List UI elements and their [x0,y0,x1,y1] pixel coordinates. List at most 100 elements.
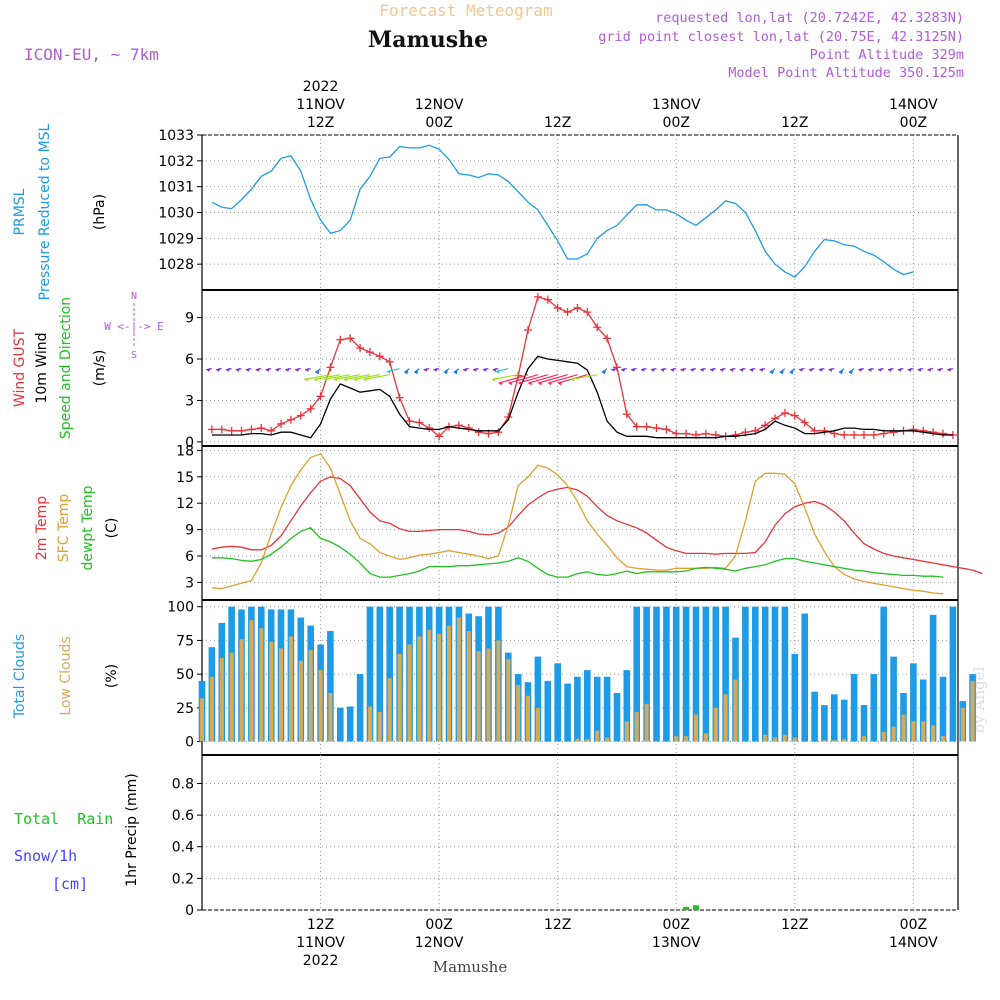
y-tick-label: 0.8 [172,776,194,792]
wind-direction-arrow [498,374,529,384]
low-cloud-bar [407,644,412,742]
low-cloud-bar [368,706,372,742]
low-cloud-bar [684,736,689,742]
total-cloud-bar [603,676,611,742]
wind-arrow-head [631,367,636,372]
low-cloud-bar [792,737,797,742]
total-cloud-bar [356,674,364,742]
gust-marker [356,343,365,352]
gust-marker [939,429,947,438]
wind-direction-arrow [601,368,608,373]
wind-labels: Wind GUST 10m Wind Speed and Direction (… [12,291,164,439]
gust-marker [257,424,266,433]
wind-arrow-head [570,377,575,382]
total-cloud-bar [860,705,868,742]
total-cloud-bar [613,693,621,742]
low-cloud-bar [209,676,214,742]
dew-label: dewpt Temp [80,485,96,570]
low-cloud-bar [200,698,204,742]
wind-arrow-head [443,370,448,375]
low-cloud-bar [822,740,827,742]
low-cloud-bar [832,740,837,742]
wind-arrow-head [789,370,794,375]
wind-arrow-head [305,367,310,372]
wind-arrow-head [363,377,368,382]
gust-marker [365,348,374,357]
wind-arrow-head [700,367,705,372]
wind-arrow-head [528,381,533,386]
wind-arrow-head [839,370,844,375]
footer-location: Mamushe [433,958,508,976]
top-time-label: 00Z [425,115,452,131]
gust-marker [306,404,315,413]
gust-marker [701,429,710,438]
y-tick-label: 100 [167,600,194,616]
gust-marker [217,425,226,434]
precipitation-panel: 0 0.2 0.4 0.6 0.8 [172,754,959,919]
gust-marker [731,430,740,439]
total-cloud-bar [682,606,690,742]
y-tick-label: 0.6 [172,808,194,824]
low-cloud-bar [881,732,886,742]
wind-arrow-head [650,367,655,372]
bottom-time-label: 00Z [663,917,690,933]
y-tick-label: 75 [176,633,194,649]
top-time-label: 00Z [663,115,690,131]
compass-s: S [131,350,137,361]
compass-n: N [131,291,137,302]
total-cloud-bar [702,606,710,742]
wind-arrow-head [323,377,328,382]
bottom-time-label: 12NOV [415,935,464,951]
low-cloud-bar [496,640,501,742]
gust-marker [593,323,602,332]
model-altitude: Model Point Altitude 350.125m [728,65,964,81]
clouds-panel: 0 25 50 75 100 [167,599,976,756]
requested-coords: requested lon,lat (20.7242E, 42.3283N) [655,10,964,26]
wind-direction-arrow [363,374,390,381]
total-cloud-bar [910,663,917,742]
wind-direction-arrow [491,374,519,381]
total-cloud-bar [564,683,571,742]
wind-arrow-head [878,367,883,372]
y-tick-label: 18 [176,443,194,459]
clouds-unit: (%) [104,664,120,688]
wind-direction-arrow [769,368,776,373]
low-cloud-bar [377,711,382,742]
gust-marker [622,410,631,419]
series-line [211,453,944,595]
gust-marker [553,303,562,312]
y-tick-label: 1030 [158,206,194,222]
pressure-labels: PRMSL Pressure Reduced to MSL (hPa) [12,123,108,300]
total-cloud-bar [781,606,789,742]
low-cloud-bar [733,679,738,742]
low-cloud-bar [842,738,847,742]
total-cloud-bar [712,606,720,742]
series-line [211,527,944,578]
low-cloud-bar [694,714,698,742]
wind-label: 10m Wind [34,332,50,403]
y-tick-label: 0 [185,903,194,919]
wind-panel: 0 3 6 9 [185,289,959,451]
gust-marker [474,428,483,437]
wind-arrow-head [897,367,902,372]
wind-arrow-head [463,367,468,372]
total-cloud-bar [880,606,887,742]
wind-arrow-head [947,367,952,372]
wind-arrow-head [495,369,500,374]
wind-arrow-head [404,370,409,375]
wind-arrow-head [433,367,438,372]
wind-arrow-head [547,381,552,386]
gust-marker [494,428,503,437]
wind-arrow-head [907,367,912,372]
gust-marker [296,411,305,420]
wind-arrow-head [739,367,744,372]
gust-marker [790,411,799,420]
low-cloud-bar [279,648,283,742]
wind-direction-arrow [547,374,578,384]
y-tick-label: 3 [185,393,194,409]
total-clouds-label: Total Clouds [12,634,28,719]
wind-arrow-head [710,367,715,372]
low-cloud-bar [427,629,432,742]
low-cloud-bar [960,707,965,742]
gust-marker [415,418,424,427]
